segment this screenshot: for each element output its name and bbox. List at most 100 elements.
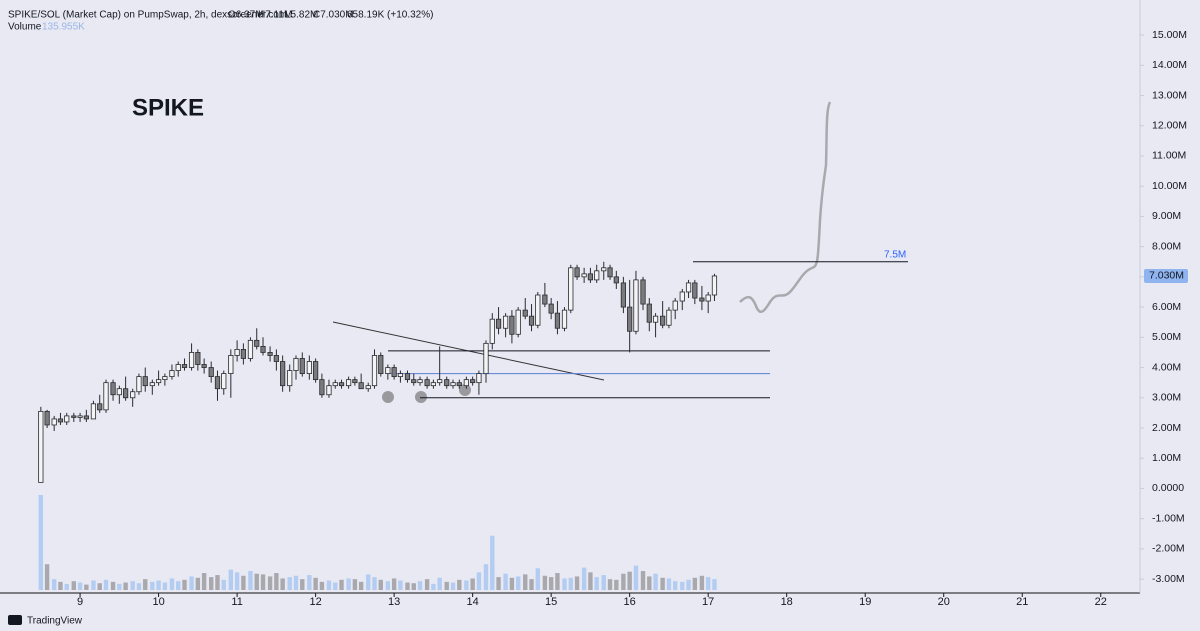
volume-bar xyxy=(77,582,83,590)
y-tick-label: 12.00M xyxy=(1152,120,1187,132)
candle-body xyxy=(110,382,116,396)
candle-body xyxy=(208,367,214,378)
last-price-box xyxy=(1144,268,1188,283)
volume-bar xyxy=(162,582,168,590)
candle-body xyxy=(57,418,64,423)
candle-body xyxy=(293,358,299,371)
candle-body xyxy=(411,379,417,384)
volume-bar xyxy=(483,564,489,590)
candle-body xyxy=(332,382,338,387)
candle-body xyxy=(175,364,181,371)
drawings xyxy=(332,101,832,403)
footer: TradingView xyxy=(8,615,83,627)
y-tick-label: 0.0000 xyxy=(1152,482,1184,494)
volume-bar xyxy=(411,583,416,590)
volume-bar xyxy=(601,575,606,590)
x-tick-label: 19 xyxy=(859,596,871,608)
volume-bar xyxy=(712,579,717,590)
volume-bar xyxy=(692,577,698,590)
candle-body xyxy=(162,376,168,381)
candle-body xyxy=(561,309,568,329)
candle-body xyxy=(358,382,364,390)
candle-body xyxy=(149,382,155,387)
volume-bar xyxy=(568,577,573,590)
volume-bar xyxy=(680,581,685,590)
candle-body xyxy=(371,355,378,387)
candle-body xyxy=(267,352,273,356)
y-tick-label: 5.00M xyxy=(1152,331,1181,343)
volume-bar xyxy=(346,578,351,590)
volume-bar xyxy=(130,581,135,590)
candle-body xyxy=(338,382,345,387)
candle-body xyxy=(620,282,626,308)
candle-body xyxy=(594,270,600,281)
volume-bar xyxy=(378,579,383,590)
volume-bar xyxy=(398,580,403,590)
candle-body xyxy=(503,315,509,329)
volume-bar xyxy=(548,577,554,590)
y-tick-label: 15.00M xyxy=(1152,29,1187,41)
volume-name: Volume xyxy=(8,22,42,33)
candle-body xyxy=(254,339,260,347)
candle-body xyxy=(365,385,371,390)
brand-logo xyxy=(8,615,22,625)
volume-bar xyxy=(123,582,128,590)
x-tick-label: 13 xyxy=(388,596,400,608)
candle-body xyxy=(679,291,685,302)
open: O6.37M xyxy=(228,10,264,21)
volume-bar xyxy=(529,579,534,590)
y-tick-label: 4.00M xyxy=(1152,361,1181,373)
symbol: SPIKE/SOL (Market Cap) on PumpSwap, 2h, … xyxy=(8,10,287,21)
volume-bar xyxy=(647,576,652,590)
candle-body xyxy=(64,415,70,423)
candle-body xyxy=(652,315,659,323)
y-tick-label: 6.00M xyxy=(1152,301,1181,313)
volume-bar xyxy=(535,568,541,590)
candle-body xyxy=(601,267,607,272)
x-tick-label: 16 xyxy=(624,596,636,608)
candle-body xyxy=(378,355,384,374)
y-tick-label: 13.00M xyxy=(1152,89,1187,101)
candle-body xyxy=(574,267,580,278)
volume-bar xyxy=(581,567,587,590)
chart-title: SPIKE xyxy=(132,94,204,121)
volume-bar xyxy=(110,581,116,590)
volume-bar xyxy=(91,580,96,590)
volume-bar xyxy=(352,579,358,590)
candle-body xyxy=(444,379,450,387)
candle-body xyxy=(116,388,122,396)
volume-bar xyxy=(385,581,391,590)
candle-body xyxy=(260,345,266,353)
candle-body xyxy=(607,267,613,278)
volume-bar xyxy=(287,577,292,590)
candle-body xyxy=(181,364,188,368)
candle-body xyxy=(397,373,404,378)
candle-body xyxy=(627,306,633,332)
candle-body xyxy=(319,379,325,396)
volume-bar xyxy=(64,583,69,590)
volume-bar xyxy=(339,579,344,590)
volume-bar xyxy=(588,572,593,590)
volume-bar xyxy=(143,579,148,590)
candle-body xyxy=(424,379,430,387)
candle-body xyxy=(345,379,352,387)
volume-bar xyxy=(437,577,442,590)
volume-bar xyxy=(117,583,122,590)
candle-body xyxy=(476,373,482,384)
marker xyxy=(415,391,427,403)
volume-bar xyxy=(201,573,207,590)
candle-body xyxy=(692,282,698,299)
change: 658.19K (+10.32%) xyxy=(347,10,433,21)
volume-bar xyxy=(195,577,201,590)
plot: 15.00M 14.00M 13.00M 12.00M 11.00M 10.00M 9.00… xyxy=(38,29,1188,608)
candle-body xyxy=(123,388,129,399)
candle-body xyxy=(77,415,83,418)
candle-body xyxy=(234,349,240,356)
x-tick-label: 9 xyxy=(77,596,83,608)
candle-body xyxy=(103,382,109,411)
volume-bar xyxy=(58,581,63,590)
volume-bar xyxy=(431,583,436,590)
volume-bar xyxy=(319,581,325,590)
